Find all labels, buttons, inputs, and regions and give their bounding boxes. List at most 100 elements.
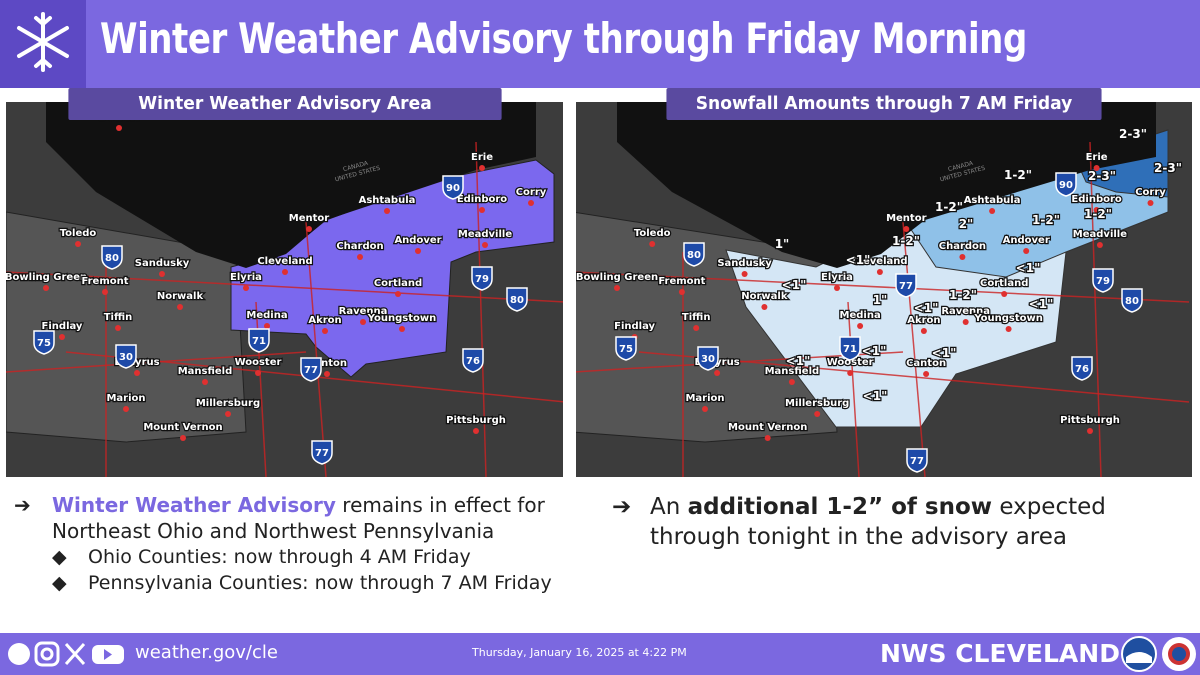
city-dot: [395, 291, 401, 297]
city-dot: [649, 241, 656, 247]
snow-amount: <1": [782, 278, 807, 292]
text: expected through tonight in the advisory…: [650, 494, 1106, 550]
city-label: Youngstown: [367, 313, 437, 324]
road: [5, 271, 567, 303]
snowflake-icon: [0, 0, 86, 88]
city-dot: [116, 125, 122, 131]
city-label: Mentor: [289, 213, 330, 224]
arrow: ➔: [14, 493, 31, 517]
shield-label: 71: [252, 336, 266, 347]
city-dot: [134, 370, 140, 376]
city-dot: [962, 319, 969, 325]
city-label: Pittsburgh: [446, 415, 506, 426]
snow-amount: <1": [1029, 297, 1054, 311]
snow-amount: <1": [846, 253, 871, 267]
city-label: Millersburg: [785, 398, 849, 409]
city-dot: [923, 371, 930, 377]
timestamp: Thursday, January 16, 2025 at 4:22 PM: [472, 646, 687, 659]
city-label: Mount Vernon: [143, 422, 222, 433]
city-dot: [306, 226, 312, 232]
city-label: Ashtabula: [359, 195, 416, 206]
city-label: Youngstown: [973, 313, 1043, 324]
arrow: ➔: [612, 494, 632, 520]
city-label: Edinboro: [1071, 194, 1121, 205]
city-dot: [255, 370, 261, 376]
city-label: Corry: [516, 187, 547, 198]
city-label: Findlay: [614, 321, 655, 332]
shield-label: 77: [304, 365, 318, 376]
footer: weather.gov/cle Thursday, January 16, 20…: [0, 633, 1200, 675]
city-dot: [1093, 207, 1100, 213]
snow-amount: 1": [873, 293, 888, 307]
city-label: Cortland: [374, 278, 422, 289]
city-label: Ashtabula: [964, 195, 1021, 206]
city-label: Canton: [906, 358, 946, 369]
snow-amount: <1": [932, 346, 957, 360]
city-dot: [528, 200, 534, 206]
city-dot: [1005, 326, 1012, 332]
city-label: Mansfield: [765, 366, 820, 377]
city-label: Sandusky: [135, 258, 190, 269]
shield-label: 79: [475, 274, 489, 285]
shield-label: 80: [687, 250, 701, 261]
snow-amount: 2": [959, 217, 974, 231]
road: [902, 221, 926, 478]
city-dot: [159, 271, 165, 277]
snowflake: [17, 12, 69, 72]
snow-amount: 1-2": [1004, 168, 1032, 182]
city-dot: [399, 326, 405, 332]
city-dot: [920, 328, 927, 334]
city-dot: [360, 319, 366, 325]
road: [638, 351, 1190, 403]
snow-amount: 1-2": [935, 200, 963, 214]
city-dot: [903, 226, 910, 232]
city-label: Chardon: [939, 241, 986, 252]
city-dot: [764, 435, 771, 441]
shield: [101, 245, 123, 270]
snow-amount: 1-2": [1032, 213, 1060, 227]
city-label: Findlay: [42, 321, 83, 332]
city-label: Fremont: [658, 276, 705, 287]
shield-label: 71: [843, 344, 857, 355]
text: An: [650, 494, 688, 520]
shield-label: 77: [910, 456, 924, 467]
city-label: Tiffin: [682, 312, 711, 323]
city-label: Mentor: [886, 213, 927, 224]
shield: [1071, 356, 1093, 381]
city-dot: [115, 325, 121, 331]
shield: [115, 344, 137, 369]
road: [847, 301, 860, 478]
shield-label: 77: [899, 281, 913, 292]
city-label: Elyria: [821, 272, 853, 283]
shield: [248, 328, 270, 353]
logos: [1121, 636, 1196, 672]
diamond: ◆: [52, 572, 67, 594]
city-label: Wooster: [827, 357, 874, 368]
city-dot: [989, 208, 996, 214]
city-label: Marion: [685, 393, 724, 404]
shield: [683, 242, 705, 267]
website[interactable]: weather.gov/cle: [135, 642, 278, 663]
city-label: Fremont: [81, 276, 128, 287]
city-dot: [714, 370, 721, 376]
city-label: Andover: [1003, 235, 1050, 246]
city-label: Mount Vernon: [728, 422, 807, 433]
city-label: Akron: [308, 315, 341, 326]
city-label: Erie: [471, 152, 493, 163]
shield: [1121, 288, 1143, 313]
city-dot: [123, 406, 129, 412]
city-dot: [761, 304, 768, 310]
shield: [839, 336, 861, 361]
city-dot: [43, 285, 49, 291]
city-dot: [788, 379, 795, 385]
social-icons: [8, 641, 124, 667]
city-dot: [693, 325, 700, 331]
shield: [615, 336, 637, 361]
city-label: Edinboro: [457, 194, 507, 205]
city-dot: [857, 323, 864, 329]
city-label: Cleveland: [852, 256, 907, 267]
city-label: Millersburg: [196, 398, 260, 409]
lake-erie: [46, 102, 536, 268]
shield: [442, 175, 464, 200]
